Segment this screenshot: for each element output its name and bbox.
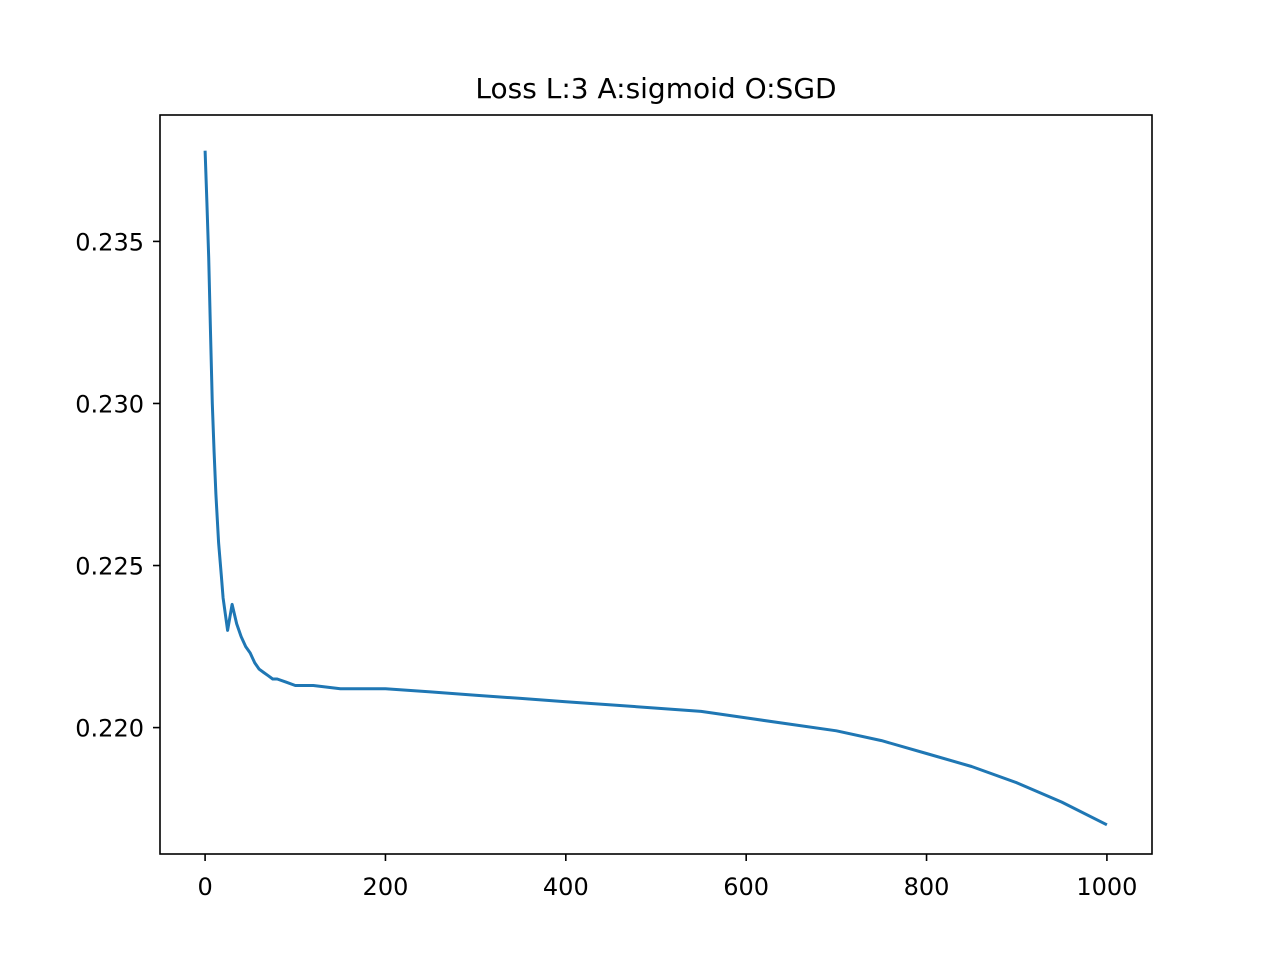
x-tick-label: 600 [723,873,769,901]
x-tick-label: 1000 [1076,873,1137,901]
x-axis: 0 200 400 600 800 1000 [197,854,1137,901]
x-tick-label: 800 [904,873,950,901]
y-tick-label: 0.220 [75,715,144,743]
loss-series-line [203,150,1108,827]
x-tick-label: 200 [363,873,409,901]
x-tick-label: 400 [543,873,589,901]
y-tick-label: 0.235 [75,228,144,256]
y-tick-label: 0.225 [75,553,144,581]
plot-frame [159,114,1153,855]
y-tick-label: 0.230 [75,390,144,418]
chart-title: Loss L:3 A:sigmoid O:SGD [475,72,836,105]
x-tick-label: 0 [197,873,212,901]
y-axis: 0.220 0.225 0.230 0.235 [75,228,160,743]
